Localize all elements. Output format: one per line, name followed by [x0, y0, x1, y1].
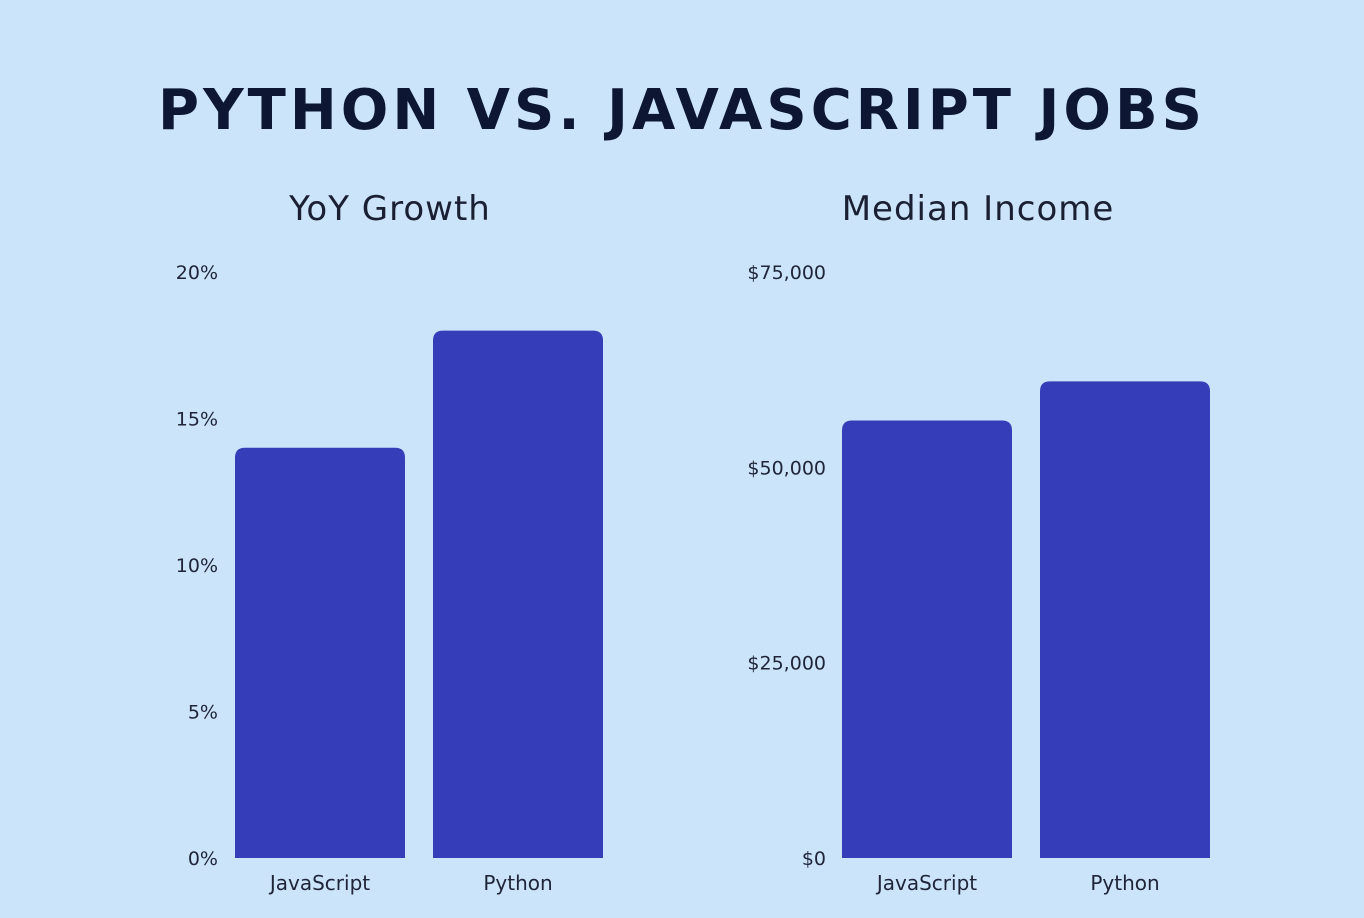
median-income-y-tick-label: $0: [802, 848, 826, 870]
median-income-bar-javascript: [842, 420, 1012, 858]
median-income-y-tick-label: $75,000: [747, 262, 826, 284]
yoy-growth-y-tick-label: 5%: [188, 702, 218, 724]
yoy-growth-y-tick-label: 0%: [188, 848, 218, 870]
yoy-growth-chart-title: YoY Growth: [288, 189, 491, 229]
page-title: PYTHON VS. JAVASCRIPT JOBS: [158, 78, 1206, 143]
yoy-growth-y-tick-label: 20%: [176, 262, 218, 284]
yoy-growth-bar-javascript: [235, 447, 405, 858]
yoy-growth-category-label: JavaScript: [268, 871, 370, 895]
median-income-y-tick-label: $25,000: [747, 653, 826, 675]
yoy-growth-bar-python: [433, 330, 603, 859]
median-income-chart-title: Median Income: [842, 189, 1115, 229]
yoy-growth-chart: YoY Growth 0% 5% 10% 15% 20% JavaScript Python: [176, 189, 603, 895]
median-income-category-label: Python: [1090, 871, 1159, 895]
yoy-growth-y-tick-label: 15%: [176, 409, 218, 431]
median-income-category-label: JavaScript: [875, 871, 977, 895]
yoy-growth-category-label: Python: [483, 871, 552, 895]
yoy-growth-y-tick-label: 10%: [176, 555, 218, 577]
median-income-y-tick-label: $50,000: [747, 457, 826, 479]
median-income-bar-python: [1040, 381, 1210, 858]
median-income-chart: Median Income $0 $25,000 $50,000 $75,000 Java…: [747, 189, 1210, 895]
